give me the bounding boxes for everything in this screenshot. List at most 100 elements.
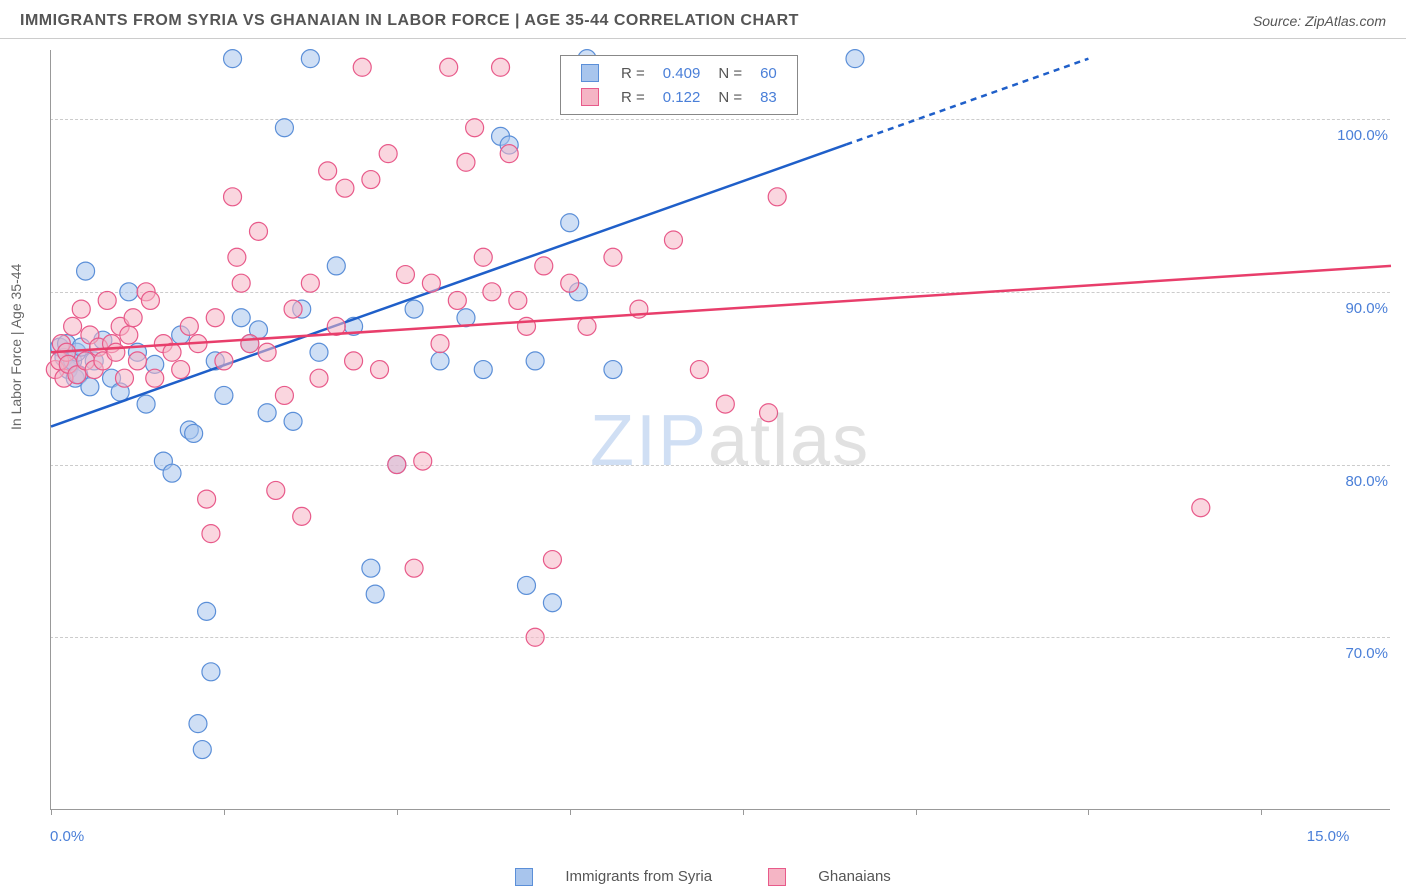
regression-line-dashed bbox=[846, 59, 1088, 145]
bottom-legend-label: Ghanaians bbox=[818, 868, 891, 885]
scatter-point bbox=[561, 274, 579, 292]
scatter-point bbox=[172, 361, 190, 379]
scatter-point bbox=[492, 58, 510, 76]
bottom-legend-label: Immigrants from Syria bbox=[565, 868, 712, 885]
scatter-point bbox=[604, 248, 622, 266]
x-tick-label: 15.0% bbox=[1307, 828, 1350, 845]
scatter-point bbox=[561, 214, 579, 232]
title-bar: IMMIGRANTS FROM SYRIA VS GHANAIAN IN LAB… bbox=[0, 0, 1406, 39]
scatter-point bbox=[362, 559, 380, 577]
scatter-point bbox=[500, 145, 518, 163]
x-tick bbox=[743, 809, 744, 815]
scatter-point bbox=[267, 481, 285, 499]
legend-n-label: N = bbox=[710, 62, 750, 84]
scatter-point bbox=[120, 326, 138, 344]
correlation-legend: R =0.409N =60R =0.122N =83 bbox=[560, 55, 798, 115]
scatter-point bbox=[310, 369, 328, 387]
legend-row: R =0.409N =60 bbox=[573, 62, 785, 84]
scatter-point bbox=[249, 222, 267, 240]
scatter-point bbox=[760, 404, 778, 422]
legend-swatch bbox=[581, 64, 599, 82]
scatter-point bbox=[327, 257, 345, 275]
legend-n-value: 60 bbox=[752, 62, 785, 84]
scatter-svg bbox=[51, 50, 1390, 809]
scatter-point bbox=[526, 352, 544, 370]
scatter-point bbox=[180, 317, 198, 335]
scatter-point bbox=[193, 741, 211, 759]
scatter-point bbox=[202, 663, 220, 681]
scatter-point bbox=[301, 50, 319, 68]
scatter-point bbox=[198, 602, 216, 620]
scatter-point bbox=[128, 352, 146, 370]
scatter-point bbox=[526, 628, 544, 646]
legend-n-label: N = bbox=[710, 86, 750, 108]
scatter-point bbox=[466, 119, 484, 137]
scatter-point bbox=[232, 309, 250, 327]
scatter-point bbox=[120, 283, 138, 301]
scatter-point bbox=[422, 274, 440, 292]
scatter-point bbox=[388, 456, 406, 474]
scatter-point bbox=[664, 231, 682, 249]
scatter-point bbox=[431, 335, 449, 353]
scatter-point bbox=[215, 386, 233, 404]
x-tick bbox=[397, 809, 398, 815]
y-axis-label: In Labor Force | Age 35-44 bbox=[8, 264, 24, 430]
scatter-point bbox=[115, 369, 133, 387]
scatter-point bbox=[284, 412, 302, 430]
scatter-point bbox=[77, 262, 95, 280]
scatter-point bbox=[310, 343, 328, 361]
scatter-point bbox=[362, 171, 380, 189]
scatter-point bbox=[98, 291, 116, 309]
scatter-point bbox=[228, 248, 246, 266]
scatter-point bbox=[198, 490, 216, 508]
scatter-point bbox=[206, 309, 224, 327]
scatter-point bbox=[543, 594, 561, 612]
x-tick bbox=[1261, 809, 1262, 815]
scatter-point bbox=[366, 585, 384, 603]
x-tick bbox=[224, 809, 225, 815]
scatter-point bbox=[405, 559, 423, 577]
chart-title: IMMIGRANTS FROM SYRIA VS GHANAIAN IN LAB… bbox=[20, 12, 799, 30]
x-tick bbox=[570, 809, 571, 815]
scatter-point bbox=[483, 283, 501, 301]
scatter-point bbox=[604, 361, 622, 379]
scatter-point bbox=[1192, 499, 1210, 517]
scatter-point bbox=[768, 188, 786, 206]
scatter-point bbox=[185, 424, 203, 442]
scatter-point bbox=[107, 343, 125, 361]
scatter-point bbox=[189, 715, 207, 733]
scatter-point bbox=[405, 300, 423, 318]
scatter-point bbox=[137, 395, 155, 413]
scatter-point bbox=[293, 507, 311, 525]
legend-r-value: 0.409 bbox=[655, 62, 709, 84]
scatter-point bbox=[146, 369, 164, 387]
scatter-point bbox=[232, 274, 250, 292]
scatter-point bbox=[319, 162, 337, 180]
scatter-point bbox=[258, 404, 276, 422]
scatter-point bbox=[202, 525, 220, 543]
scatter-point bbox=[690, 361, 708, 379]
scatter-point bbox=[284, 300, 302, 318]
scatter-point bbox=[345, 352, 363, 370]
chart-plot-area bbox=[50, 50, 1390, 810]
regression-line bbox=[51, 144, 846, 426]
regression-line bbox=[51, 266, 1391, 352]
scatter-point bbox=[846, 50, 864, 68]
legend-n-value: 83 bbox=[752, 86, 785, 108]
legend-swatch bbox=[515, 868, 533, 886]
scatter-point bbox=[72, 300, 90, 318]
scatter-point bbox=[241, 335, 259, 353]
scatter-point bbox=[163, 464, 181, 482]
legend-swatch bbox=[581, 88, 599, 106]
scatter-point bbox=[414, 452, 432, 470]
scatter-point bbox=[517, 576, 535, 594]
scatter-point bbox=[371, 361, 389, 379]
scatter-point bbox=[275, 119, 293, 137]
scatter-point bbox=[535, 257, 553, 275]
scatter-point bbox=[474, 361, 492, 379]
x-tick bbox=[51, 809, 52, 815]
legend-r-label: R = bbox=[613, 86, 653, 108]
scatter-point bbox=[215, 352, 233, 370]
scatter-point bbox=[457, 153, 475, 171]
scatter-point bbox=[431, 352, 449, 370]
